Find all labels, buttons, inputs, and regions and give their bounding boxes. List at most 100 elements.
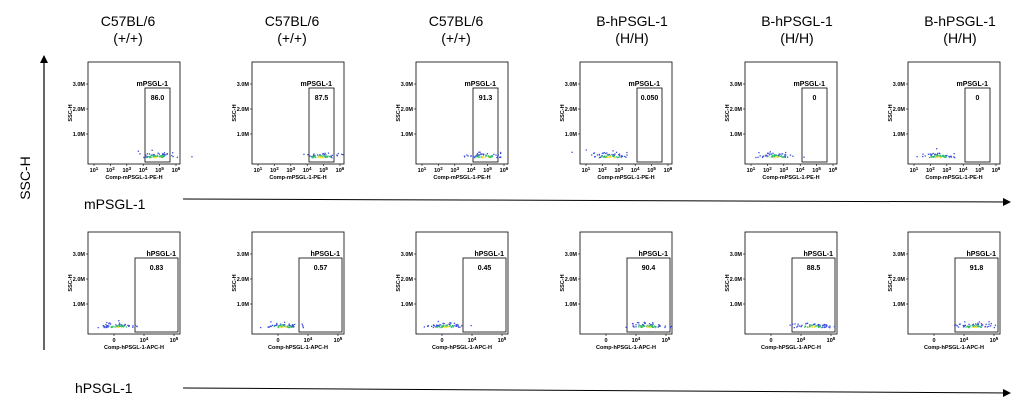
event-dot [605, 156, 608, 159]
event-dot [480, 156, 482, 158]
column-title-strain: B-hPSGL-1 [924, 13, 996, 29]
event-dot [478, 156, 480, 158]
event-dot [115, 326, 117, 328]
x-axis-name: Comp-hPSGL-1-APC-H [268, 345, 328, 351]
x-tick-label: 106 [172, 166, 181, 174]
y-tick-label: 2.0M [237, 107, 250, 113]
event-dot [290, 326, 292, 328]
event-dot [783, 156, 785, 159]
x-axis-name: Comp-mPSGL-1-PE-H [925, 175, 982, 181]
x-tick-label: 0 [112, 338, 115, 344]
event-dot [326, 156, 328, 158]
event-dot [605, 152, 607, 155]
event-dot [603, 152, 605, 154]
y-axis-name: SSC-H [725, 104, 731, 121]
event-dot [638, 324, 640, 326]
event-dot [288, 323, 290, 325]
event-dot [157, 152, 159, 154]
event-dot [817, 323, 819, 326]
event-dot [106, 321, 108, 324]
event-dot [993, 326, 995, 329]
event-dot [318, 156, 320, 158]
event-dot [784, 156, 787, 158]
event-dot [643, 322, 646, 324]
event-dot [654, 325, 656, 328]
event-dot [148, 156, 151, 158]
event-dot [112, 326, 114, 328]
plot-frame [579, 231, 673, 335]
event-dot [784, 155, 786, 158]
event-dot [963, 325, 965, 327]
y-tick-label: 3.0M [730, 82, 743, 88]
event-dot [651, 325, 654, 327]
event-dot [114, 326, 116, 328]
x-tick-label: 106 [500, 166, 509, 174]
event-dot [448, 323, 450, 325]
event-dot [270, 321, 272, 323]
event-dot [484, 157, 486, 159]
event-dot [956, 325, 958, 327]
row-arrow-mpsgl1 [182, 197, 1011, 206]
event-dot [815, 325, 817, 327]
event-dot [781, 153, 784, 155]
event-dot [463, 155, 466, 157]
event-dot [604, 156, 606, 158]
gate-name: mPSGL-1 [956, 81, 988, 88]
event-dot [792, 323, 794, 325]
event-dot [988, 325, 990, 328]
event-dot [116, 325, 118, 328]
event-dot [120, 324, 123, 326]
event-dot [451, 325, 454, 327]
event-dot [437, 325, 439, 327]
event-dot [598, 154, 601, 156]
event-dot [818, 326, 820, 328]
x-tick-label: 104 [960, 336, 969, 344]
event-dot [289, 325, 291, 327]
x-tick-label: 103 [614, 166, 623, 174]
event-dot [280, 323, 282, 325]
event-dot [482, 156, 484, 158]
event-dot [819, 326, 821, 328]
y-axis-name: SSC-H [232, 274, 238, 291]
column-title-genotype: (H/H) [780, 30, 814, 46]
event-dot [449, 322, 451, 324]
x-tick-label: 104 [631, 166, 640, 174]
event-dot [324, 156, 327, 158]
event-dot [829, 327, 831, 329]
event-dot [490, 156, 492, 158]
event-dot [608, 153, 611, 155]
event-dot [115, 324, 117, 326]
x-axis-name: Comp-hPSGL-1-APC-H [761, 345, 821, 351]
event-dot [477, 155, 479, 157]
event-dot [769, 151, 771, 153]
event-dot [768, 154, 770, 156]
x-axis-name: Comp-mPSGL-1-PE-H [105, 175, 162, 181]
plot-frame [744, 231, 838, 335]
event-dot [438, 325, 440, 327]
event-dot [814, 323, 816, 325]
x-tick-label: 105 [662, 336, 671, 344]
gate-box [964, 87, 991, 163]
x-tick-label: 105 [812, 166, 821, 174]
event-dot [267, 326, 269, 328]
event-dot [645, 325, 647, 327]
x-tick-label: 104 [303, 166, 312, 174]
event-dot [497, 156, 499, 158]
event-dot [669, 327, 671, 329]
event-dot [649, 326, 651, 329]
event-dot [146, 155, 148, 158]
event-dot [805, 323, 807, 325]
event-dot [473, 156, 475, 158]
event-dot [327, 155, 329, 157]
event-dot [483, 153, 485, 156]
gate-percentage: 0 [813, 95, 817, 102]
event-dot [778, 154, 780, 156]
event-dot [480, 153, 483, 155]
event-dot [433, 325, 436, 327]
event-dot [117, 326, 119, 329]
event-dot [445, 326, 448, 329]
event-dot [594, 155, 596, 158]
y-tick-label: 2.0M [565, 277, 578, 283]
event-dot [945, 154, 947, 157]
event-dot [659, 325, 661, 327]
